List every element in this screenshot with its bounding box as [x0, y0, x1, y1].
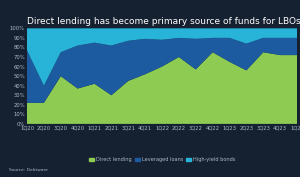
- Legend: Direct lending, Leveraged loans, High-yield bonds: Direct lending, Leveraged loans, High-yi…: [87, 155, 237, 164]
- Text: Source: Debtware: Source: Debtware: [9, 168, 48, 172]
- Text: Direct lending has become primary source of funds for LBOs: Direct lending has become primary source…: [27, 17, 300, 26]
